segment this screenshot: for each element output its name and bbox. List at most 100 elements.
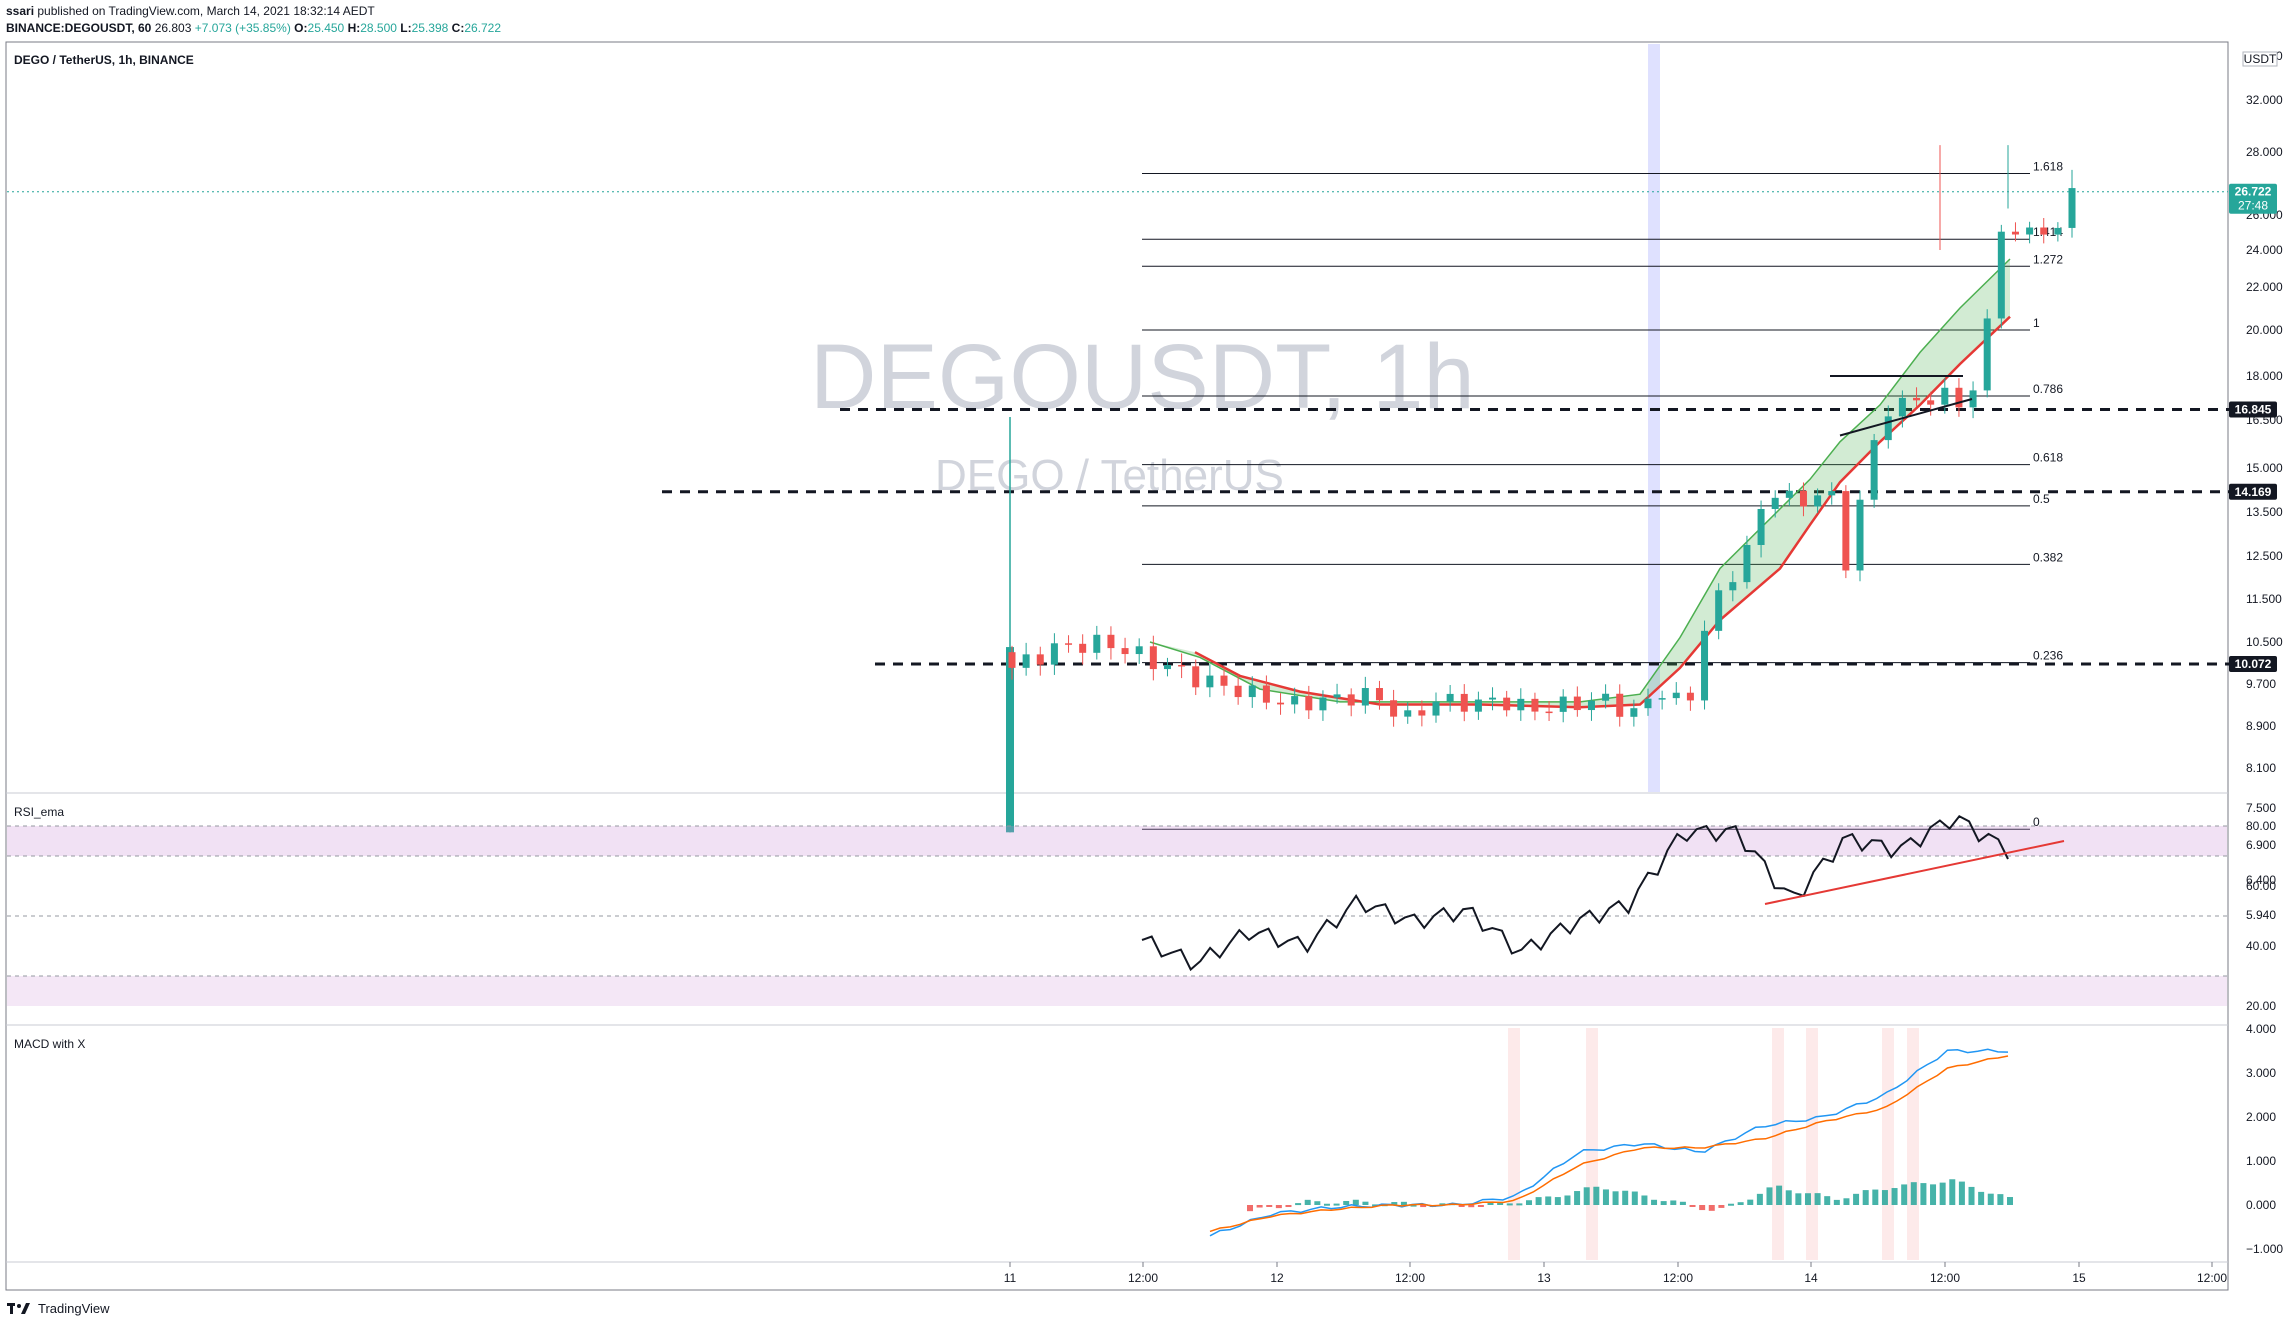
macd-highlight-band	[1772, 1028, 1784, 1260]
price-change: +7.073 (+35.85%)	[194, 21, 291, 35]
close-value: 26.722	[464, 21, 502, 35]
rising-trend-line	[1839, 398, 1973, 437]
symbol-label: BINANCE:DEGOUSDT, 60	[6, 21, 152, 35]
macd-histogram-bar	[1343, 1200, 1350, 1205]
candle-body	[1870, 440, 1878, 500]
candle-body	[1969, 390, 1977, 408]
candle-body	[1771, 497, 1779, 509]
last-price: 26.803	[154, 21, 192, 35]
macd-line	[1209, 1048, 2009, 1237]
macd-histogram-bar	[1910, 1182, 1917, 1205]
candle-body	[1573, 696, 1581, 711]
fib-level-label: 0.786	[2033, 382, 2063, 396]
time-axis[interactable]: 11 12:00 12 12:00 13 12:00 14 12:00 15 12:00	[1004, 1262, 2228, 1285]
price-tick-label: 20.000	[2246, 323, 2283, 337]
candle-body	[1333, 694, 1341, 698]
publisher-name[interactable]: ssari	[6, 4, 35, 18]
candle-body	[1234, 685, 1242, 698]
fib-level-label: 0.5	[2033, 492, 2050, 506]
time-tick-label: 12:00	[1128, 1271, 1158, 1285]
price-tick-label: 11.500	[2246, 592, 2282, 606]
candle-body	[1941, 387, 1949, 405]
price-badge-value: 26.722	[2235, 185, 2272, 199]
candle-body	[1729, 582, 1737, 591]
rsi-tick-label: 40.00	[2246, 939, 2276, 953]
candle-body	[1390, 700, 1398, 717]
publish-text: published on TradingView.com, March 14, …	[37, 4, 375, 18]
macd-highlight-band	[1508, 1028, 1520, 1260]
macd-histogram-bar	[1891, 1188, 1898, 1205]
candle-body	[1489, 697, 1497, 700]
tradingview-logo-icon[interactable]	[6, 1300, 32, 1316]
macd-histogram-bar	[1516, 1203, 1523, 1206]
candle-body	[1460, 693, 1468, 712]
macd-histogram-bar	[1930, 1184, 1937, 1205]
macd-histogram-bar	[1612, 1191, 1619, 1205]
candle-body	[1884, 416, 1892, 441]
candle-body	[1178, 664, 1186, 667]
price-tick-label: 15.000	[2246, 461, 2283, 475]
candle-body	[1262, 685, 1270, 703]
macd-histogram-bar	[1651, 1199, 1658, 1205]
macd-histogram-bar	[1323, 1203, 1330, 1206]
candle-body	[1913, 397, 1921, 401]
macd-histogram-bar	[1641, 1195, 1648, 1205]
price-tick-label: 18.000	[2246, 369, 2283, 383]
candle-body	[1517, 698, 1525, 711]
candle-body	[1644, 698, 1652, 709]
candle-body	[1686, 692, 1694, 701]
macd-highlight-bands	[1508, 1028, 1919, 1260]
price-tick-label: 5.940	[2246, 908, 2276, 922]
macd-histogram-bar	[2007, 1197, 2013, 1205]
ema-cloud	[1149, 258, 2011, 709]
ohlc-bar: BINANCE:DEGOUSDT, 60 26.803 +7.073 (+35.…	[6, 21, 501, 35]
macd-pane	[1209, 1048, 2013, 1237]
candle-body	[1022, 654, 1030, 668]
high-label: H:	[347, 21, 361, 35]
support-lines[interactable]	[662, 408, 2230, 666]
candle-body	[1248, 685, 1256, 698]
macd-highlight-band	[1907, 1028, 1919, 1260]
macd-histogram-bar	[1352, 1199, 1359, 1205]
macd-histogram-bar	[1506, 1203, 1513, 1206]
macd-tick-label: −1.000	[2246, 1242, 2283, 1256]
price-badge-countdown: 27:48	[2238, 199, 2268, 213]
price-tick-label: 22.000	[2246, 280, 2283, 294]
candle-body	[1503, 697, 1511, 711]
fib-level-label: 0	[2033, 815, 2040, 829]
price-tick-label: 7.500	[2246, 801, 2276, 815]
brand-label[interactable]: TradingView	[38, 1300, 110, 1316]
macd-histogram-bar	[1285, 1205, 1292, 1208]
symbol-watermark: DEGOUSDT, 1h	[810, 326, 1475, 428]
macd-histogram-bar	[1728, 1203, 1735, 1206]
fib-level-label: 1.618	[2033, 160, 2063, 174]
candle-body	[1192, 666, 1200, 688]
candle-body	[1375, 688, 1383, 701]
candle-body	[1277, 702, 1285, 705]
time-tick-label: 12:00	[2197, 1271, 2227, 1285]
time-tick-label: 12:00	[1663, 1271, 1693, 1285]
candle-body	[2011, 231, 2019, 235]
price-tick-label: 13.500	[2246, 505, 2283, 519]
macd-histogram-bar	[1468, 1205, 1475, 1208]
candle-body	[1008, 652, 1016, 668]
time-tick-label: 12	[1270, 1271, 1284, 1285]
price-tick-label: 32.000	[2246, 93, 2283, 107]
macd-histogram-bar	[1314, 1201, 1321, 1205]
macd-histogram-bar	[1978, 1191, 1985, 1205]
price-tick-label: 12.500	[2246, 549, 2283, 563]
macd-histogram-bar	[1718, 1205, 1725, 1208]
trend-lines[interactable]	[1830, 375, 1973, 437]
macd-histogram-bar	[1593, 1186, 1600, 1205]
macd-tick-label: 4.000	[2246, 1022, 2276, 1036]
candle-body	[1163, 664, 1171, 670]
candle-body	[1587, 700, 1595, 711]
candle-body	[2054, 227, 2062, 235]
macd-histogram-bar	[1256, 1205, 1263, 1208]
candle-body	[1983, 318, 1991, 391]
macd-histogram-bar	[1699, 1205, 1706, 1211]
macd-histogram-bar	[1737, 1202, 1744, 1205]
price-tick-label: 24.000	[2246, 243, 2283, 257]
candle-body	[1955, 387, 1963, 408]
